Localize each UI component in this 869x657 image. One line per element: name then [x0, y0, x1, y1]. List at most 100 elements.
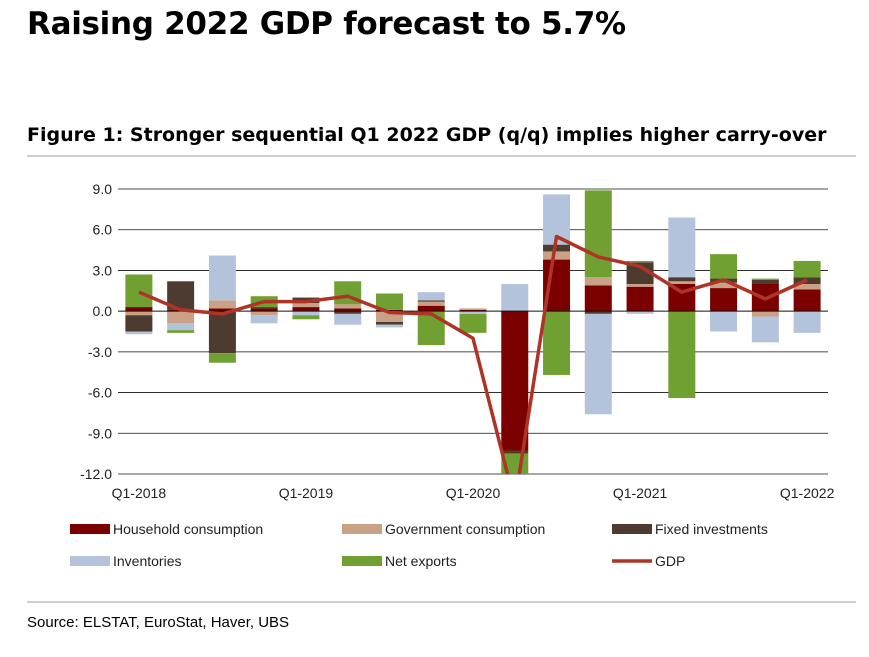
legend-label-government-consumption: Government consumption [385, 521, 545, 537]
bar-fixed-investments [751, 279, 779, 284]
legend-swatch-inventories [70, 556, 110, 566]
y-tick-label: -6.0 [88, 385, 112, 401]
bar-inventories [417, 292, 445, 301]
bar-fixed-investments [501, 450, 529, 454]
bar-net-exports [626, 260, 654, 263]
bar-government-consumption [167, 311, 195, 324]
bar-net-exports [125, 274, 153, 308]
bar-government-consumption [375, 311, 403, 322]
bar-net-exports [668, 311, 696, 398]
x-tick-label: Q1-2021 [613, 485, 668, 501]
bar-government-consumption [292, 303, 320, 308]
bar-inventories [710, 311, 738, 332]
bar-household-consumption [375, 309, 403, 312]
bar-fixed-investments [417, 300, 445, 302]
bar-inventories [250, 315, 278, 324]
x-tick-label: Q1-2019 [279, 485, 334, 501]
bar-inventories [751, 316, 779, 343]
bar-household-consumption [584, 285, 612, 312]
bar-net-exports [584, 190, 612, 278]
bar-government-consumption [584, 277, 612, 286]
bar-net-exports [292, 315, 320, 320]
bar-government-consumption [793, 284, 821, 290]
bar-net-exports [751, 278, 779, 280]
legend-swatch-household-consumption [70, 524, 110, 534]
bar-government-consumption [459, 308, 487, 310]
gdp-line [138, 234, 808, 474]
legend-swatch-net-exports [342, 556, 382, 566]
x-tick-label: Q1-2020 [446, 485, 501, 501]
figure-title: Figure 1: Stronger sequential Q1 2022 GD… [27, 124, 827, 146]
legend-label-fixed-investments: Fixed investments [655, 521, 768, 537]
bar-fixed-investments [125, 315, 153, 332]
bar-fixed-investments [584, 311, 612, 314]
bar-net-exports [167, 330, 195, 333]
bar-household-consumption [417, 305, 445, 312]
bar-net-exports [417, 311, 445, 346]
bar-inventories [167, 323, 195, 331]
bar-government-consumption [751, 311, 779, 317]
bar-fixed-investments [208, 311, 236, 354]
bar-net-exports [793, 260, 821, 278]
bar-inventories [501, 284, 529, 312]
bar-inventories [793, 311, 821, 333]
bottom-divider [27, 601, 856, 603]
bar-net-exports [208, 353, 236, 363]
y-tick-label: -9.0 [88, 425, 112, 441]
legend: Household consumption Government consumpt… [70, 521, 768, 569]
bar-fixed-investments [543, 244, 571, 252]
x-tick-label: Q1-2022 [780, 485, 835, 501]
bar-inventories [584, 313, 612, 415]
bar-inventories [292, 311, 320, 316]
bar-government-consumption [334, 304, 362, 309]
bar-government-consumption [626, 284, 654, 287]
bar-fixed-investments [334, 311, 362, 314]
y-tick-label: -3.0 [88, 344, 112, 360]
bar-inventories [459, 311, 487, 314]
top-divider [27, 155, 856, 157]
bar-household-consumption [793, 289, 821, 312]
bar-household-consumption [501, 311, 529, 451]
legend-label-household-consumption: Household consumption [113, 521, 263, 537]
headline: Raising 2022 GDP forecast to 5.7% [27, 6, 626, 42]
x-axis-tick-labels: Q1-2018 Q1-2019 Q1-2020 Q1-2021 Q1-2022 [112, 485, 835, 501]
bar-net-exports [543, 311, 571, 375]
y-axis-tick-labels: 9.0 6.0 3.0 0.0 -3.0 -6.0 -9.0 -12.0 [80, 181, 112, 482]
bar-inventories [208, 255, 236, 301]
bar-government-consumption [208, 300, 236, 309]
bar-household-consumption [292, 307, 320, 312]
bar-household-consumption [626, 286, 654, 312]
bar-government-consumption [543, 251, 571, 260]
bar-household-consumption [459, 309, 487, 312]
bars [125, 190, 821, 474]
bar-household-consumption [125, 307, 153, 312]
legend-label-net-exports: Net exports [385, 553, 457, 569]
gridlines [118, 188, 828, 475]
bar-household-consumption [250, 308, 278, 312]
y-tick-label: 0.0 [93, 303, 113, 319]
gdp-line-layer [138, 234, 808, 474]
legend-swatch-fixed-investments [612, 524, 652, 534]
bar-inventories [334, 313, 362, 325]
y-tick-label: 6.0 [93, 222, 113, 238]
legend-label-gdp: GDP [655, 553, 685, 569]
bar-government-consumption [710, 282, 738, 289]
bar-household-consumption [208, 308, 236, 312]
x-tick-label: Q1-2018 [112, 485, 167, 501]
bar-net-exports [375, 293, 403, 310]
bar-fixed-investments [668, 277, 696, 282]
y-tick-label: 3.0 [93, 262, 113, 278]
source-note: Source: ELSTAT, EuroStat, Haver, UBS [27, 614, 290, 631]
bar-household-consumption [710, 288, 738, 312]
legend-swatch-government-consumption [342, 524, 382, 534]
bar-government-consumption [125, 311, 153, 316]
bar-fixed-investments [250, 307, 278, 309]
legend-label-inventories: Inventories [113, 553, 181, 569]
bar-net-exports [710, 254, 738, 279]
bar-fixed-investments [626, 262, 654, 284]
bar-inventories [668, 217, 696, 278]
bar-inventories [626, 311, 654, 314]
bar-government-consumption [250, 311, 278, 316]
bar-inventories [125, 331, 153, 335]
stacked-bar-chart: 9.06.03.00.0-3.0-6.0-9.0-12.0 Q1-2018 Q1-… [70, 181, 835, 569]
